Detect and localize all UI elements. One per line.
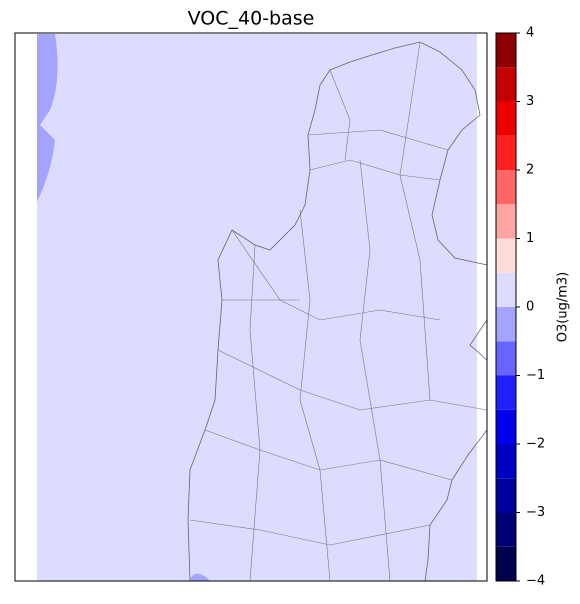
colorbar-tick-label: −1 <box>526 368 545 383</box>
colorbar-label: O3(ug/m3) <box>556 272 571 342</box>
colorbar-band <box>496 341 516 376</box>
colorbar-band <box>496 272 516 307</box>
colorbar-band <box>496 101 516 136</box>
map <box>37 34 488 582</box>
colorbar-tick-label: 2 <box>526 163 534 178</box>
district-boundary <box>309 159 441 181</box>
colorbar-band <box>496 33 516 68</box>
colorbar-tick-label: 3 <box>526 94 534 109</box>
colorbar-tick-label: −4 <box>526 574 545 589</box>
chart-title: VOC_40-base <box>188 8 315 30</box>
colorbar-band <box>496 444 516 479</box>
colorbar-tick-label: 1 <box>526 231 534 246</box>
contour-fill <box>190 573 210 581</box>
district-boundary <box>299 209 331 582</box>
colorbar-tick-label: 4 <box>526 26 534 41</box>
district-boundary <box>399 174 431 401</box>
colorbar-band <box>496 409 516 444</box>
colorbar-band <box>496 546 516 581</box>
colorbar-band <box>496 135 516 170</box>
contour-fill <box>37 34 477 581</box>
district-boundary <box>329 69 351 161</box>
colorbar-band <box>496 307 516 342</box>
colorbar-band <box>496 478 516 513</box>
district-boundary <box>189 519 431 546</box>
colorbar-band <box>496 170 516 205</box>
region-outline <box>187 41 488 582</box>
colorbar-tick-label: −2 <box>526 437 545 452</box>
colorbar-band <box>496 204 516 239</box>
district-boundary <box>249 244 261 582</box>
contour-fill <box>37 34 58 202</box>
colorbar-tick-label: 0 <box>526 300 534 315</box>
colorbar-band <box>496 512 516 547</box>
colorbar: −4 −3 −2 −1 0 1 2 3 4 <box>495 26 545 589</box>
district-boundary <box>307 129 449 151</box>
district-boundary <box>359 159 391 582</box>
colorbar-band <box>496 238 516 273</box>
colorbar-tick-label: −3 <box>526 505 545 520</box>
district-boundary <box>399 41 421 176</box>
colorbar-band <box>496 375 516 410</box>
district-boundary <box>231 229 441 321</box>
district-boundary <box>217 349 488 411</box>
map-frame <box>14 32 488 582</box>
colorbar-band <box>496 67 516 102</box>
